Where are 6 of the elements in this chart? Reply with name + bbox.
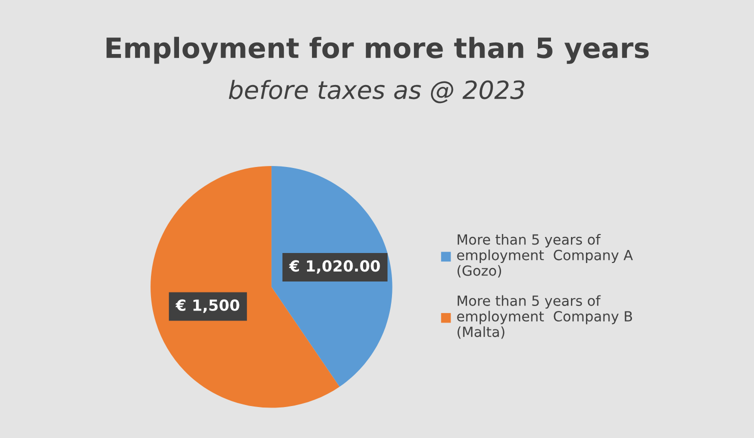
legend-label: More than 5 years of employment Company A (Gozo) — [457, 234, 633, 278]
chart-subtitle: before taxes as @ 2023 — [228, 80, 524, 104]
chart-title: Employment for more than 5 years — [106, 36, 649, 64]
data-label: € 1,020.00 — [289, 260, 380, 274]
data-label: € 1,500 — [175, 299, 240, 313]
legend-label: More than 5 years of employment Company B (Malta) — [457, 295, 632, 339]
